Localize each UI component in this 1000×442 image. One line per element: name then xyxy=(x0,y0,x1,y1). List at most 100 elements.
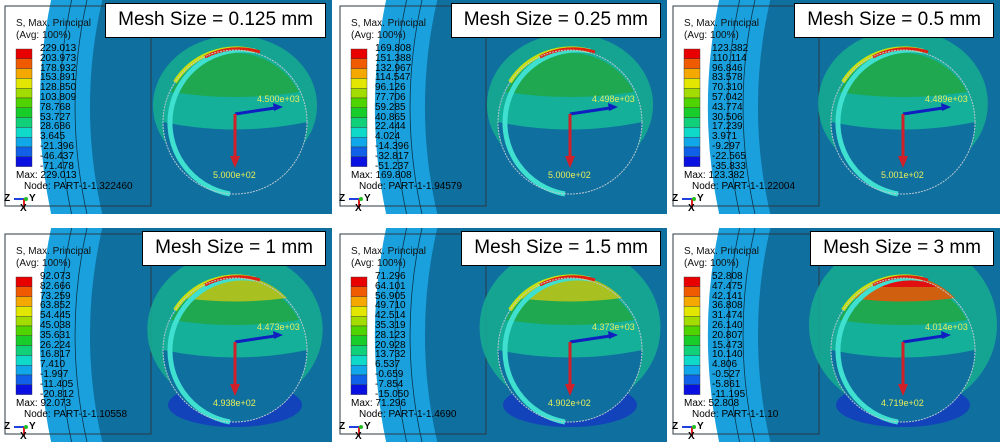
legend-node: Node: PART-1-1.10558 xyxy=(24,409,128,420)
legend-value: 78.768 xyxy=(40,101,71,113)
legend-value: 10.140 xyxy=(712,349,743,361)
legend-value: 96.846 xyxy=(712,62,743,74)
legend-value: 103.809 xyxy=(40,92,77,103)
legend-color-band xyxy=(683,374,701,386)
legend-color-band xyxy=(15,87,33,99)
triad-y-axis xyxy=(359,425,363,429)
legend-value: 64.101 xyxy=(375,280,406,292)
edge-crescent xyxy=(502,275,591,425)
legend-title: S, Max. Principal xyxy=(16,246,92,257)
load-arrow-horizontal xyxy=(234,106,276,116)
legend-color-band xyxy=(350,315,368,327)
legend-box xyxy=(339,5,487,207)
legend-subtitle: (Avg: 100%) xyxy=(16,258,71,269)
legend-color-band xyxy=(683,276,701,288)
legend-color-band xyxy=(15,296,33,307)
legend-value: -22.565 xyxy=(712,150,746,162)
legend-title: S, Max. Principal xyxy=(16,18,92,29)
stress-contour xyxy=(152,35,318,197)
legend-subtitle: (Avg: 100%) xyxy=(16,30,71,41)
triad-z-label: Z xyxy=(4,421,11,432)
legend-color-band xyxy=(350,117,368,128)
legend-color-band xyxy=(15,136,33,148)
legend-value: -21.396 xyxy=(40,141,74,152)
triad-y-label: Y xyxy=(29,193,36,204)
legend-subtitle: (Avg: 100%) xyxy=(351,258,406,269)
legend-color-band xyxy=(15,58,33,69)
load-arrowhead-horizontal xyxy=(941,331,951,339)
viewport xyxy=(339,0,667,214)
legend-value: 7.410 xyxy=(40,359,66,371)
legend-value: -71.478 xyxy=(40,160,74,172)
legend-value: 36.808 xyxy=(712,300,743,312)
triad-x-label: X xyxy=(20,431,27,442)
legend-subtitle: (Avg: 100%) xyxy=(684,258,739,269)
legend-value: 13.732 xyxy=(375,349,406,361)
hole-boundary xyxy=(830,277,976,423)
legend-color-band xyxy=(15,107,33,118)
triad-z-label: Z xyxy=(339,421,346,432)
load-arrowhead-vertical xyxy=(230,156,240,168)
load-arrow-horizontal xyxy=(569,106,611,116)
legend-value: 35.319 xyxy=(375,320,406,331)
legend-value: 20.807 xyxy=(712,329,743,341)
legend-color-band xyxy=(350,107,368,118)
legend-color-band xyxy=(683,306,701,317)
legend-color-band xyxy=(683,315,701,327)
arrow-horizontal-value: 4.373e+03 xyxy=(592,322,635,332)
legend-color-band xyxy=(350,146,368,158)
hole-boundary xyxy=(162,49,308,195)
legend-value: 169.808 xyxy=(375,43,412,54)
legend-value: -0.527 xyxy=(712,369,741,380)
legend-value: -0.659 xyxy=(375,369,404,380)
triad-y-label: Y xyxy=(364,193,371,204)
load-arrowhead-horizontal xyxy=(273,331,283,339)
edge-crescent xyxy=(167,275,256,425)
legend-value: -15.050 xyxy=(375,388,409,400)
legend-value: 82.666 xyxy=(40,280,71,292)
arrow-horizontal-value: 4.489e+03 xyxy=(925,94,968,104)
legend-color-band xyxy=(683,87,701,99)
legend-value: 26.140 xyxy=(712,320,743,331)
legend-value: 28.123 xyxy=(375,329,406,341)
triad-z-label: Z xyxy=(4,193,11,204)
legend-color-band xyxy=(350,325,368,337)
stress-contour xyxy=(809,238,997,427)
load-arrowhead-horizontal xyxy=(608,103,618,111)
legend-node: Node: PART-1-1.322460 xyxy=(24,181,133,192)
arrow-horizontal-value: 4.473e+03 xyxy=(257,322,300,332)
legend-color-band xyxy=(683,286,701,297)
legend-color-band xyxy=(350,68,368,79)
legend-value: 123.382 xyxy=(712,43,749,54)
legend-color-band xyxy=(15,146,33,158)
model-edge-line xyxy=(727,0,740,214)
legend-value: 53.727 xyxy=(40,111,71,123)
legend-value: 57.042 xyxy=(712,92,743,103)
model-edge-line xyxy=(742,0,756,214)
legend-value: 63.852 xyxy=(40,300,71,312)
legend-value: 110.114 xyxy=(712,52,747,64)
legend-color-band xyxy=(15,355,33,366)
legend-color-band xyxy=(350,58,368,69)
model-edge-line xyxy=(59,228,72,442)
legend-value: 59.285 xyxy=(375,101,406,113)
legend-color-band xyxy=(350,78,368,89)
edge-crescent xyxy=(502,47,591,197)
legend-value: 77.706 xyxy=(375,92,406,103)
arrow-vertical-value: 5.000e+02 xyxy=(213,170,256,180)
legend-value: -51.237 xyxy=(375,160,409,172)
legend-value: 203.973 xyxy=(40,52,77,64)
contour-panel: Mesh Size = 0.125 mm S, Max. Principal (Av… xyxy=(0,0,332,214)
legend-color-band xyxy=(350,87,368,99)
triad-y-axis xyxy=(692,197,696,201)
legend-color-band xyxy=(683,78,701,89)
hole-boundary xyxy=(830,49,976,195)
triad-x-label: X xyxy=(20,203,27,214)
legend-color-band xyxy=(350,127,368,138)
load-arrowhead-vertical xyxy=(565,384,575,396)
legend-title: S, Max. Principal xyxy=(684,246,760,257)
load-arrowhead-horizontal xyxy=(941,103,951,111)
legend-color-band xyxy=(350,374,368,386)
legend-value: 6.537 xyxy=(375,359,401,371)
legend-color-band xyxy=(683,146,701,158)
